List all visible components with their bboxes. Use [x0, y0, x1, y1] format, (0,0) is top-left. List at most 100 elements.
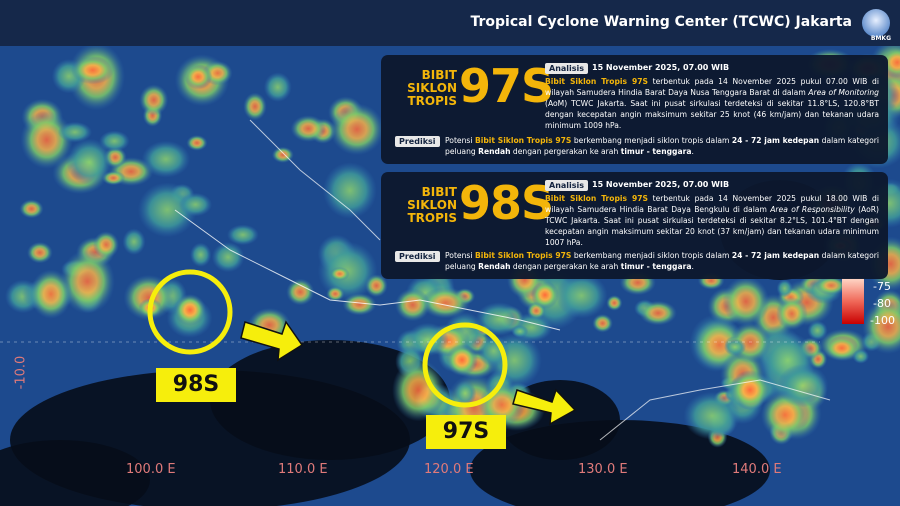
- longitude-label: 100.0 E: [126, 462, 176, 477]
- cloud: [70, 55, 115, 85]
- text-segment: Area of Responsibility: [770, 205, 855, 214]
- cloud: [453, 380, 477, 407]
- cloud: [20, 110, 73, 169]
- cloud: [210, 340, 450, 460]
- text-segment: Potensi: [445, 251, 475, 260]
- cloud: [226, 224, 259, 246]
- text-segment: timur - tenggara: [620, 262, 692, 271]
- label-line: TROPIS: [407, 211, 457, 225]
- legend-label: -80: [873, 297, 891, 310]
- legend-colorbar: [842, 278, 864, 324]
- cloud: [190, 242, 212, 267]
- cloud: [57, 121, 93, 143]
- text-segment: dalam kategori peluang: [445, 136, 879, 156]
- text-segment: Bibit Siklon Tropis 97S: [474, 251, 572, 260]
- analysis-date: 15 November 2025, 07.00 WIB: [592, 63, 730, 72]
- logo: [862, 9, 890, 37]
- cloud: [862, 299, 900, 354]
- legend-label: -75: [873, 280, 891, 293]
- cloud: [807, 320, 828, 341]
- text-segment: 24 - 72 jam kedepan: [731, 136, 820, 145]
- movement-arrow: [240, 320, 304, 362]
- cloud: [420, 286, 471, 319]
- text-segment: terbentuk pada 14 November 2025 pukul 07…: [545, 77, 879, 97]
- system-label: 97S: [426, 415, 506, 449]
- header: Tropical Cyclone Warning Center (TCWC) J…: [0, 0, 900, 46]
- cloud: [329, 103, 385, 156]
- cloud: [322, 162, 377, 219]
- text-segment: .: [691, 147, 694, 156]
- cloud: [683, 391, 741, 440]
- cloud: [0, 440, 150, 506]
- cloud: [186, 135, 208, 151]
- label-line: SIKLON: [407, 198, 457, 212]
- cloud: [776, 279, 793, 298]
- cloud: [26, 241, 53, 264]
- system-label: 98S: [156, 368, 236, 402]
- cloud: [592, 313, 613, 333]
- label-line: BIBIT: [421, 68, 457, 82]
- text-segment: berkembang menjadi siklon tropis dalam: [571, 251, 732, 260]
- cloud: [211, 242, 245, 273]
- text-segment: Bibit Siklon Tropis 97S: [545, 194, 648, 203]
- prediction-text: Potensi Bibit Siklon Tropis 97S berkemba…: [445, 250, 879, 272]
- text-segment: Bibit Siklon Tropis 97S: [545, 77, 648, 86]
- cloud: [263, 72, 292, 102]
- text-segment: Bibit Siklon Tropis 97S: [474, 136, 572, 145]
- legend-label: -100: [870, 314, 895, 327]
- cloud: [555, 272, 608, 319]
- cloud: [326, 286, 345, 302]
- info-panel: BIBIT SIKLON TROPIS 97S Analisis 15 Novemb…: [381, 55, 888, 164]
- text-segment: Rendah: [478, 147, 511, 156]
- cloud: [178, 192, 213, 217]
- cloud: [777, 363, 829, 408]
- longitude-label: 110.0 E: [278, 462, 328, 477]
- cloud: [19, 199, 44, 219]
- cloud: [392, 359, 446, 422]
- cloud: [59, 249, 115, 314]
- cloud: [606, 295, 623, 311]
- text-segment: terbentuk pada 14 November 2025 pukul 18…: [545, 194, 879, 214]
- cloud: [137, 182, 197, 238]
- text-segment: 24 - 72 jam kedepan: [731, 251, 820, 260]
- label-line: SIKLON: [407, 81, 457, 95]
- cloud: [394, 288, 431, 322]
- cloud: [446, 344, 478, 376]
- longitude-label: 140.0 E: [732, 462, 782, 477]
- cloud: [723, 338, 747, 356]
- cloud: [776, 297, 808, 331]
- cloud: [406, 322, 449, 357]
- cloud: [364, 274, 388, 298]
- cloud: [139, 84, 169, 116]
- text-segment: .: [691, 262, 694, 271]
- cloud: [122, 228, 146, 255]
- text-segment: timur - tenggara: [620, 147, 692, 156]
- text-segment: Rendah: [478, 262, 511, 271]
- cloud: [286, 278, 315, 306]
- analysis-badge: Analisis: [545, 180, 589, 191]
- text-segment: (AoM) TCWC Jakarta. Saat ini pusat sirku…: [545, 99, 879, 130]
- coastline: [599, 379, 831, 441]
- latitude-label: -10.0: [13, 355, 29, 390]
- analysis-date: 15 November 2025, 07.00 WIB: [592, 180, 730, 189]
- prediction-badge: Prediksi: [395, 251, 440, 262]
- cloud: [174, 294, 206, 326]
- cloud: [66, 138, 113, 186]
- cloud: [730, 370, 770, 410]
- cloud: [92, 231, 120, 259]
- prediction-badge: Prediksi: [395, 136, 440, 147]
- cloud: [101, 170, 126, 186]
- cloud: [342, 293, 377, 316]
- cloud: [478, 334, 510, 367]
- cloud: [824, 335, 860, 361]
- system-code: 98S: [459, 176, 554, 230]
- cloud: [243, 92, 267, 121]
- coastline: [174, 209, 561, 331]
- text-segment: Potensi: [445, 136, 475, 145]
- panel-label: BIBIT SIKLON TROPIS: [403, 186, 457, 225]
- longitude-label: 120.0 E: [424, 462, 474, 477]
- cloud: [722, 276, 770, 327]
- cloud: [852, 349, 870, 364]
- cloud: [183, 64, 213, 90]
- cloud: [531, 281, 559, 309]
